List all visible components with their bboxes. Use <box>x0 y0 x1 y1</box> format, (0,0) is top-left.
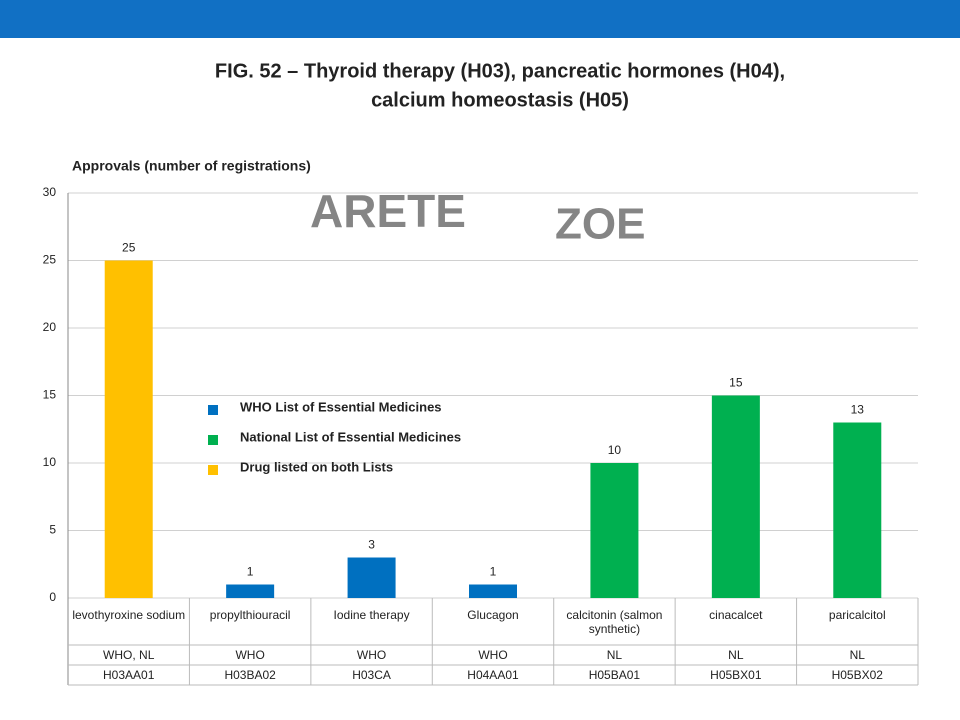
bar <box>833 422 882 598</box>
table-cell: NL <box>728 648 744 662</box>
data-label: 10 <box>608 443 622 457</box>
bar <box>711 395 760 598</box>
y-tick-label: 15 <box>43 388 57 402</box>
bar <box>347 557 396 598</box>
y-tick-label: 10 <box>43 455 57 469</box>
legend-label: WHO List of Essential Medicines <box>240 399 442 414</box>
category-label: Iodine therapy <box>333 608 410 622</box>
y-tick-label: 25 <box>43 253 57 267</box>
y-tick-label: 20 <box>43 320 57 334</box>
legend-label: Drug listed on both Lists <box>240 459 393 474</box>
table-cell: H05BA01 <box>588 668 641 682</box>
table-cell: H05BX01 <box>710 668 762 682</box>
bar <box>104 260 153 598</box>
table-cell: NL <box>849 648 865 662</box>
table-cell: WHO <box>356 648 387 662</box>
category-label: levothyroxine sodium <box>72 608 186 622</box>
table-cell: H05BX02 <box>831 668 883 682</box>
bar <box>226 584 275 598</box>
category-label: propylthiouracil <box>209 608 291 622</box>
top-band <box>0 0 960 38</box>
y-axis-title: Approvals (number of registrations) <box>72 158 311 174</box>
data-label: 1 <box>490 565 497 579</box>
y-tick-label: 30 <box>43 185 57 199</box>
table-cell: WHO <box>478 648 508 662</box>
table-cell: H03CA <box>352 668 391 682</box>
table-cell: NL <box>606 648 623 662</box>
legend-label: National List of Essential Medicines <box>240 429 461 444</box>
category-label: paricalcitol <box>828 608 886 622</box>
data-label: 1 <box>247 565 254 579</box>
y-tick-label: 5 <box>49 523 56 537</box>
data-label: 13 <box>851 403 865 417</box>
category-label: cinacalcet <box>709 608 763 622</box>
chart-title: FIG. 52 – Thyroid therapy (H03), pancrea… <box>215 60 785 82</box>
table-cell: WHO, NL <box>103 648 155 662</box>
watermark: ARETE <box>310 185 466 237</box>
table-cell: H03BA02 <box>224 668 276 682</box>
bar <box>590 463 639 598</box>
table-cell: WHO <box>235 648 265 662</box>
category-label: Glucagon <box>467 608 519 622</box>
table-cell: H03AA01 <box>103 668 155 682</box>
chart-title: calcium homeostasis (H05) <box>371 89 629 111</box>
category-label: calcitonin (salmon synthetic) <box>566 608 663 636</box>
table-cell: H04AA01 <box>467 668 519 682</box>
data-label: 25 <box>122 241 136 255</box>
y-tick-label: 0 <box>49 590 56 604</box>
data-label: 3 <box>368 538 375 552</box>
data-label: 15 <box>729 376 743 390</box>
bar <box>469 584 517 598</box>
watermark: ZOE <box>555 200 645 249</box>
legend-swatch <box>208 405 218 415</box>
legend-swatch <box>208 465 218 475</box>
legend-swatch <box>208 435 218 445</box>
